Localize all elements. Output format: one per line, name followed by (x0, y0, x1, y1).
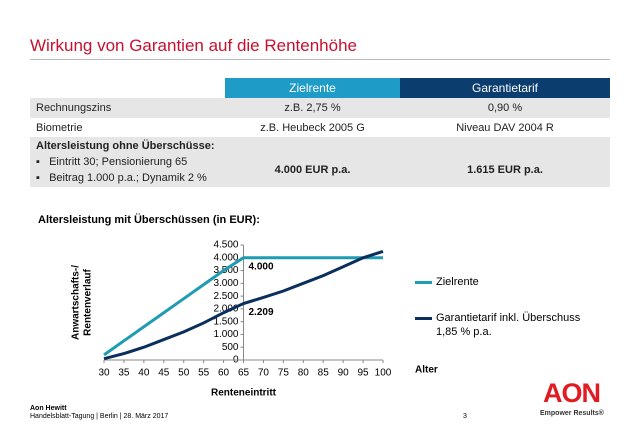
cell: 1.615 EUR p.a. (400, 137, 610, 187)
y-tick-label: 4.500 (213, 240, 238, 251)
comparison-table: Zielrente Garantietarif Rechnungszins z.… (30, 78, 610, 187)
cell: 4.000 EUR p.a. (225, 137, 400, 187)
data-label: 2.209 (249, 307, 274, 318)
cell: z.B. Heubeck 2005 G (260, 121, 365, 134)
y-tick-label: 1.500 (213, 316, 238, 327)
chart-title: Altersleistung mit Überschüssen (in EUR)… (38, 214, 260, 226)
event: Handelsblatt-Tagung | Berlin | 28. März … (30, 413, 169, 420)
x-tick-label: 60 (218, 368, 230, 379)
y-axis-label: Anwartschafts-/ (71, 265, 82, 340)
x-tick-label: 90 (338, 368, 350, 379)
logo: AON (543, 378, 601, 408)
y-tick-label: 500 (222, 342, 239, 353)
x-tick-label: 45 (158, 368, 170, 379)
x-tick-label: 75 (278, 368, 290, 379)
cell: Niveau DAV 2004 R (456, 121, 554, 134)
column-header: Zielrente (225, 78, 400, 98)
x-tick-label: 85 (318, 368, 330, 379)
cell: 0,90 % (400, 98, 610, 118)
title-rule (30, 59, 610, 60)
x-tick-label: 65 (238, 368, 250, 379)
y-axis-label: Rentenverlauf (83, 268, 94, 335)
bullet: ▪ Eintritt 30; Pensionierung 65 (36, 156, 188, 168)
legend-label: Zielrente (436, 276, 479, 288)
x-tick-label: 55 (198, 368, 210, 379)
bullet-text: Eintritt 30; Pensionierung 65 (49, 156, 188, 168)
x-unit-label: Alter (415, 365, 438, 376)
company: Aon Hewitt (30, 405, 67, 412)
x-tick-label: 50 (178, 368, 190, 379)
bullet-text: Beitrag 1.000 p.a.; Dynamik 2 % (49, 172, 207, 184)
x-axis-label: Renteneintritt (211, 388, 277, 399)
x-tick-label: 70 (258, 368, 270, 379)
page-number: 3 (463, 413, 467, 420)
series-line (103, 249, 384, 361)
row-label: Altersleistung ohne Überschüsse: (36, 140, 215, 152)
x-tick-label: 35 (118, 368, 130, 379)
row-label: Rechnungszins (30, 98, 225, 118)
legend-swatch (415, 317, 432, 320)
x-tick-label: 100 (375, 368, 392, 379)
legend-label: Garantietarif inkl. Überschuss 1,85 % p.… (436, 312, 581, 338)
cell: z.B. 2,75 % (225, 98, 400, 118)
column-header: Garantietarif (400, 78, 610, 98)
y-tick-label: 4.000 (213, 252, 238, 263)
x-tick-label: 40 (138, 368, 150, 379)
row-label: Biometrie (36, 121, 83, 134)
slide-title: Wirkung von Garantien auf die Rentenhöhe (30, 36, 357, 55)
y-tick-label: 2.500 (213, 291, 238, 302)
y-tick-label: 3.500 (213, 265, 238, 276)
y-tick-label: 3.000 (213, 278, 238, 289)
slogan: Empower Results® (540, 410, 604, 417)
series-line (103, 256, 383, 357)
x-tick-label: 95 (358, 368, 370, 379)
legend-swatch (415, 281, 432, 284)
bullet: ▪ Beitrag 1.000 p.a.; Dynamik 2 % (36, 172, 207, 184)
x-tick-label: 30 (98, 368, 110, 379)
y-tick-label: 1.000 (213, 329, 238, 340)
data-label: 4.000 (249, 261, 274, 272)
x-tick-label: 80 (298, 368, 310, 379)
y-tick-label: 2.000 (213, 304, 238, 315)
